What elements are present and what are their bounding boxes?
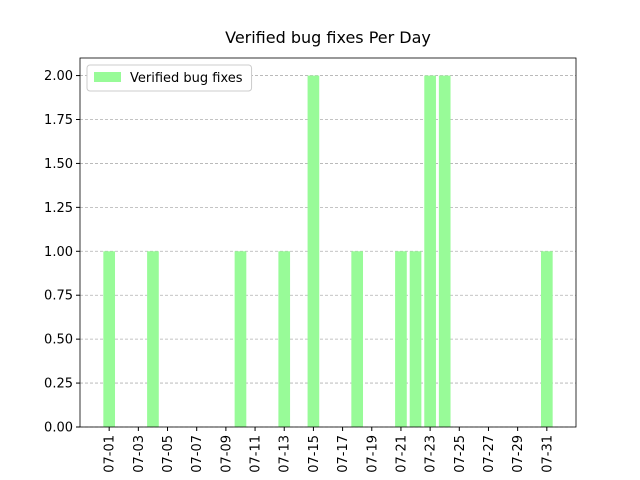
x-tick-label: 07-23 [424, 435, 439, 473]
x-tick-label: 07-19 [365, 435, 380, 473]
chart-title: Verified bug fixes Per Day [225, 28, 431, 47]
x-tick-label: 07-21 [394, 435, 409, 473]
x-tick-label: 07-09 [219, 435, 234, 473]
legend-box [86, 64, 253, 92]
y-tick-label: 1.25 [44, 201, 73, 216]
y-tick-label: 1.00 [44, 245, 73, 260]
x-tick-label: 07-15 [307, 435, 322, 473]
y-tick-label: 0.75 [44, 289, 73, 304]
y-tick-label: 0.50 [44, 333, 73, 348]
bar [395, 251, 407, 427]
x-tick-label: 07-03 [132, 435, 147, 473]
y-tick-label: 0.00 [44, 421, 73, 436]
x-tick-label: 07-31 [540, 435, 555, 473]
y-tick-label: 2.00 [44, 69, 73, 84]
legend: Verified bug fixes [86, 64, 253, 92]
y-tick-label: 0.25 [44, 377, 73, 392]
bar [234, 251, 247, 427]
bar [424, 75, 436, 428]
x-tick-label: 07-17 [336, 435, 351, 473]
plot-frame [79, 57, 577, 428]
bar [438, 75, 451, 428]
x-tick-label: 07-01 [103, 435, 118, 473]
bar [409, 251, 422, 427]
x-tick-label: 07-13 [278, 435, 293, 473]
x-tick-label: 07-07 [190, 435, 205, 473]
bar [351, 251, 364, 427]
bar [307, 75, 320, 428]
bar [147, 251, 159, 427]
bar [278, 251, 291, 427]
x-tick-label: 07-05 [161, 435, 176, 473]
x-tick-label: 07-25 [453, 435, 468, 473]
bar [540, 251, 553, 427]
x-tick-label: 07-29 [511, 435, 526, 473]
legend-swatch [94, 72, 121, 82]
x-tick-label: 07-27 [482, 435, 497, 473]
bar [103, 251, 116, 427]
y-tick-label: 1.50 [44, 157, 73, 172]
legend-label: Verified bug fixes [130, 71, 243, 86]
x-tick-label: 07-11 [249, 435, 264, 473]
y-tick-label: 1.75 [44, 113, 73, 128]
